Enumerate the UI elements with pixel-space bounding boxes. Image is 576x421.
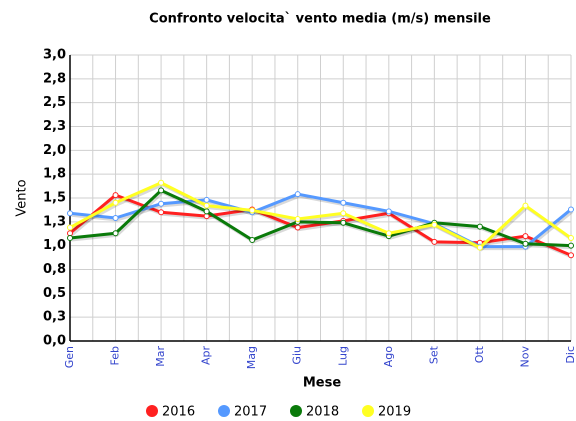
point	[158, 187, 165, 194]
x-tick-label: Apr	[200, 346, 213, 366]
point	[249, 207, 256, 214]
legend-marker	[218, 405, 230, 417]
point	[203, 196, 210, 203]
x-tick-label: Giu	[291, 346, 304, 365]
point	[67, 230, 73, 237]
x-tick-label: Lug	[336, 346, 349, 366]
y-tick-label: 2,5	[43, 95, 66, 110]
point	[249, 236, 256, 243]
legend-label: 2019	[378, 405, 411, 420]
point	[112, 199, 119, 206]
point	[340, 219, 347, 226]
legend-marker	[290, 405, 302, 417]
x-tick-label: Mar	[154, 346, 167, 367]
x-tick-label: Mag	[245, 346, 258, 369]
series-line	[69, 188, 572, 248]
y-tick-label: 2,0	[43, 143, 66, 158]
x-tick-label: Dic	[564, 346, 576, 364]
point	[67, 224, 73, 231]
point	[294, 191, 301, 198]
y-tick-label: 1,0	[43, 238, 66, 253]
point	[203, 208, 210, 215]
point	[476, 244, 483, 251]
x-tick-label: Nov	[518, 346, 531, 368]
point	[385, 230, 392, 237]
point	[522, 240, 529, 247]
x-tick-label: Set	[427, 345, 440, 364]
point	[340, 210, 347, 217]
point	[522, 202, 529, 209]
point	[112, 215, 119, 222]
legend-label: 2018	[306, 405, 339, 420]
point	[385, 208, 392, 215]
point	[158, 179, 165, 186]
point	[112, 192, 119, 199]
point	[431, 238, 438, 245]
y-tick-label: 0,0	[43, 334, 66, 349]
point	[67, 210, 73, 217]
series-line	[69, 181, 572, 250]
y-tick-label: 1,3	[43, 214, 66, 229]
y-tick-label: 1,8	[43, 167, 66, 182]
point	[294, 215, 301, 222]
point	[67, 235, 73, 242]
series-line	[69, 192, 572, 249]
point	[294, 224, 301, 231]
legend-marker	[362, 405, 374, 417]
x-tick-label: Feb	[109, 346, 122, 365]
line-shadow	[70, 183, 574, 252]
point	[340, 199, 347, 206]
point	[568, 252, 574, 259]
line-shadow	[71, 194, 574, 251]
point	[476, 223, 483, 230]
y-tick-label: 1,5	[43, 191, 66, 206]
x-tick-label: Ott	[473, 345, 486, 363]
point	[568, 242, 574, 249]
point	[568, 206, 574, 213]
point	[112, 230, 119, 237]
x-tick-label: Gen	[63, 346, 76, 368]
x-axis-label: Mese	[303, 376, 341, 391]
legend-marker	[146, 405, 158, 417]
y-tick-label: 3,0	[43, 48, 66, 63]
point	[568, 235, 574, 242]
point	[158, 200, 165, 207]
point	[522, 233, 529, 240]
y-tick-label: 0,5	[43, 286, 66, 301]
point	[431, 221, 438, 228]
y-axis-label: Vento	[15, 179, 30, 216]
point	[203, 202, 210, 209]
y-tick-label: 0,8	[43, 262, 66, 277]
chart-title: Confronto velocita` vento media (m/s) me…	[149, 12, 491, 27]
y-tick-label: 2,8	[43, 71, 66, 86]
y-tick-label: 2,3	[43, 119, 66, 134]
legend-label: 2017	[234, 405, 267, 420]
point	[158, 209, 165, 216]
y-tick-label: 0,3	[43, 310, 66, 325]
x-tick-label: Ago	[382, 346, 395, 368]
legend-label: 2016	[162, 405, 195, 420]
